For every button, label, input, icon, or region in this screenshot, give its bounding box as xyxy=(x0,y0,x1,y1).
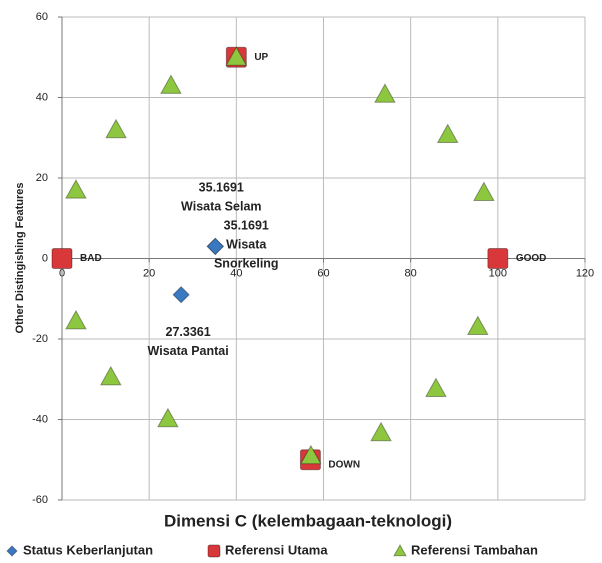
x-tick-label: 60 xyxy=(317,267,329,279)
x-tick-label: 40 xyxy=(230,267,242,279)
point xyxy=(65,179,87,199)
point xyxy=(374,83,396,103)
x-axis-title: Dimensi C (kelembagaan-teknologi) xyxy=(164,511,452,530)
point xyxy=(370,421,392,442)
point-label: DOWN xyxy=(328,459,360,470)
data-label: Snorkeling xyxy=(214,257,279,271)
legend-marker xyxy=(6,545,18,557)
point xyxy=(300,444,322,465)
point xyxy=(172,286,190,304)
legend-marker xyxy=(207,544,221,558)
point xyxy=(160,74,182,94)
point xyxy=(206,237,224,256)
legend-label: Referensi Tambahan xyxy=(411,542,538,557)
y-tick-label: 60 xyxy=(36,11,48,23)
point-label: BAD xyxy=(80,253,102,264)
x-tick-label: 20 xyxy=(143,267,155,279)
legend-label: Status Keberlanjutan xyxy=(23,542,153,557)
y-axis-title: Other Distingishing Features xyxy=(14,183,26,334)
y-tick-label: 40 xyxy=(36,91,48,103)
y-tick-label: -40 xyxy=(32,413,48,425)
point xyxy=(466,315,489,336)
y-tick-label: -60 xyxy=(32,494,48,506)
data-label: Wisata Selam xyxy=(181,200,261,214)
data-label: 35.1691 xyxy=(199,181,244,195)
data-label: Wisata xyxy=(226,238,267,252)
legend-marker xyxy=(393,543,407,557)
x-tick-label: 100 xyxy=(489,267,507,279)
x-tick-label: 80 xyxy=(405,267,417,279)
point xyxy=(157,407,179,428)
point xyxy=(65,309,87,330)
point xyxy=(487,248,509,269)
point xyxy=(105,118,127,139)
point-label: GOOD xyxy=(516,253,547,264)
y-tick-label: 20 xyxy=(36,172,48,184)
point xyxy=(473,181,495,201)
point xyxy=(425,377,447,398)
x-tick-label: 120 xyxy=(576,267,594,279)
point xyxy=(436,123,459,144)
data-label: 35.1691 xyxy=(224,219,269,233)
point xyxy=(225,46,248,66)
legend-label: Referensi Utama xyxy=(225,542,328,557)
point xyxy=(51,248,73,269)
point xyxy=(99,365,122,386)
data-label: Wisata Pantai xyxy=(148,344,229,358)
y-tick-label: 0 xyxy=(42,252,48,264)
y-tick-label: -20 xyxy=(32,333,48,345)
data-label: 27.3361 xyxy=(166,325,211,339)
point-label: UP xyxy=(254,52,268,63)
